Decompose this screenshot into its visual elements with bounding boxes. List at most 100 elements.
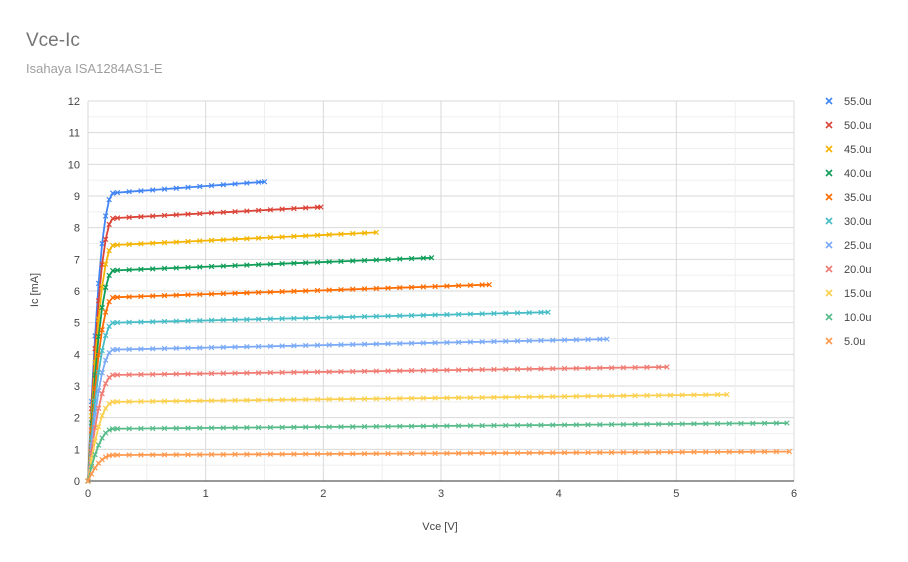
data-point (279, 369, 285, 376)
data-point (161, 186, 168, 192)
data-point (173, 239, 179, 245)
data-point (208, 370, 215, 377)
data-point (126, 346, 132, 352)
data-point (138, 425, 144, 432)
legend-marker (825, 217, 833, 225)
series-40.0u (85, 255, 435, 484)
y-tick-label: 0 (74, 476, 80, 488)
data-point (279, 260, 285, 267)
data-point (338, 451, 344, 457)
data-point (385, 313, 391, 319)
data-point (373, 423, 380, 430)
data-point (88, 463, 95, 470)
data-point (491, 338, 497, 345)
data-point (455, 339, 462, 346)
data-point (220, 451, 227, 458)
data-point (479, 366, 485, 373)
data-point (102, 284, 109, 291)
data-point (126, 188, 132, 195)
data-point (220, 290, 227, 297)
data-point (350, 230, 356, 237)
data-point (267, 451, 274, 457)
data-point (109, 426, 116, 432)
data-point (185, 371, 191, 377)
data-point (114, 215, 121, 221)
data-point (550, 422, 556, 428)
data-point (126, 425, 132, 432)
data-point (109, 267, 116, 274)
data-point (397, 368, 403, 374)
data-point (420, 395, 427, 401)
data-point (428, 255, 435, 261)
series-45.0u (85, 229, 380, 484)
data-point (267, 207, 274, 213)
data-point (585, 393, 591, 399)
data-point (138, 188, 144, 194)
data-point (291, 233, 297, 240)
data-point (361, 396, 368, 402)
grid (87, 100, 795, 482)
legend-marker (825, 169, 833, 177)
data-point (114, 425, 121, 432)
legend-label: 50.0u (844, 120, 872, 132)
data-point (197, 238, 203, 244)
data-point (326, 231, 332, 238)
data-point (185, 345, 191, 351)
data-point (126, 267, 132, 273)
data-point (361, 341, 368, 347)
data-point (714, 420, 721, 427)
data-point (526, 309, 532, 316)
data-point (255, 207, 262, 214)
data-point (620, 421, 627, 428)
data-point (255, 316, 262, 322)
data-point (385, 256, 391, 263)
data-point (255, 261, 262, 268)
data-point (585, 449, 591, 456)
data-point (208, 425, 215, 431)
data-point (99, 390, 105, 397)
data-point (491, 450, 497, 456)
data-point (114, 372, 121, 378)
data-point (244, 235, 250, 242)
series-50.0u (85, 204, 324, 484)
data-point (620, 364, 627, 371)
data-point (608, 421, 615, 428)
data-point (408, 395, 415, 402)
data-point (161, 398, 168, 404)
data-point (99, 327, 105, 333)
data-point (526, 338, 532, 344)
data-point (102, 309, 109, 315)
data-point (679, 392, 685, 398)
data-point (326, 314, 332, 321)
data-point (361, 313, 368, 320)
data-point (197, 264, 203, 270)
data-point (561, 422, 568, 428)
data-point (420, 367, 427, 374)
series-group (85, 179, 793, 484)
data-point (667, 392, 674, 398)
data-point (479, 422, 485, 429)
data-point (173, 185, 179, 191)
data-point (750, 449, 756, 455)
data-point (232, 236, 238, 242)
data-point (173, 451, 179, 458)
data-point (585, 422, 591, 428)
data-point (255, 451, 262, 458)
y-tick-label: 2 (74, 413, 80, 425)
data-point (126, 371, 132, 378)
data-point (208, 344, 215, 351)
data-point (149, 371, 156, 378)
data-point (138, 346, 144, 352)
data-point (197, 345, 203, 351)
data-point (92, 451, 98, 458)
y-tick-label: 9 (74, 191, 80, 203)
data-point (244, 370, 250, 376)
data-point (491, 310, 497, 317)
data-point (197, 183, 203, 190)
data-point (88, 471, 95, 477)
data-point (467, 339, 474, 345)
data-point (220, 344, 227, 350)
data-point (185, 398, 191, 404)
data-point (514, 422, 521, 429)
